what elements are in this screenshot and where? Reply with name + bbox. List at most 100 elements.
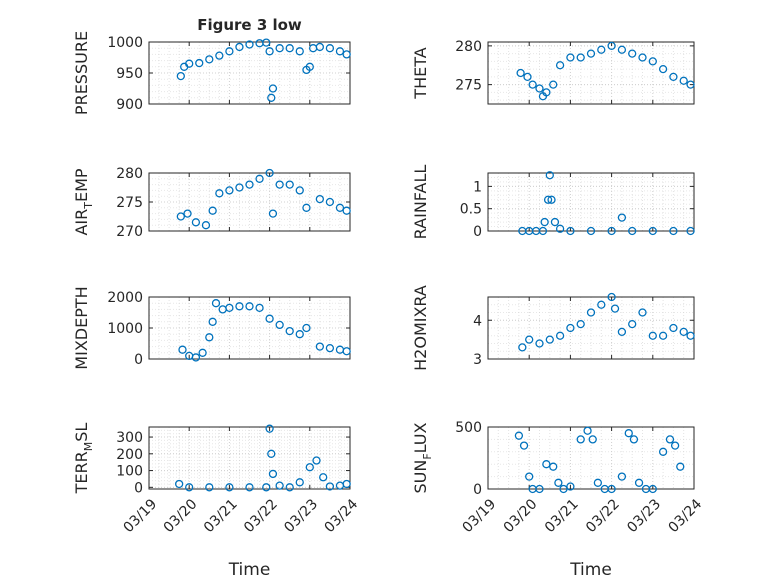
x-tick-label: 03/19 (459, 496, 499, 536)
data-point (183, 209, 192, 218)
data-point (554, 478, 563, 487)
x-tick-label: 03/23 (624, 496, 664, 536)
data-point (648, 331, 657, 340)
x-tick-label: 03/22 (241, 496, 281, 536)
data-point (176, 71, 185, 81)
data-point (540, 217, 549, 227)
data-point (285, 483, 294, 492)
data-point (315, 342, 325, 351)
data-point (265, 47, 274, 56)
data-point (295, 330, 304, 339)
data-point (267, 449, 276, 458)
x-tick-label: 03/24 (665, 496, 705, 536)
data-point (576, 53, 585, 62)
y-axis-label: RAINFALL (411, 165, 430, 240)
data-point (576, 319, 585, 329)
data-point (268, 84, 278, 93)
data-point (665, 435, 675, 444)
data-point (523, 72, 532, 82)
data-point (235, 302, 244, 311)
data-point (305, 62, 314, 71)
y-tick-label: 200 (116, 447, 143, 463)
data-point (201, 221, 211, 230)
x-tick-label: 03/20 (161, 496, 201, 536)
x-tick-label: 03/19 (120, 496, 160, 536)
data-point (586, 308, 596, 317)
subplot-mixdepth: 0 1000 2000 MIXDEPTH (72, 286, 351, 370)
data-point (245, 180, 254, 189)
data-point (686, 226, 695, 236)
data-point (648, 57, 657, 66)
data-point (305, 463, 314, 472)
data-point (607, 226, 616, 236)
y-axis-label: SUNFLUX (411, 422, 434, 493)
x-tick-label: 03/23 (281, 496, 321, 536)
data-point (312, 456, 321, 465)
axes-box (487, 296, 695, 360)
data-point (285, 44, 294, 53)
y-axis-label: THETA (411, 47, 430, 99)
data-point (342, 479, 351, 489)
data-point (265, 314, 274, 323)
data-point (191, 218, 201, 227)
axes-box (487, 172, 695, 232)
data-point (528, 80, 537, 89)
y-tick-label: 0 (134, 480, 143, 496)
data-point (335, 203, 345, 212)
data-point (308, 44, 318, 53)
data-point (335, 47, 345, 56)
data-point (325, 343, 335, 353)
data-point (686, 80, 695, 89)
y-tick-label: 0 (473, 224, 482, 240)
data-point (319, 473, 328, 482)
data-point (658, 331, 668, 340)
data-point (555, 224, 565, 233)
data-point (535, 84, 544, 93)
data-point (325, 44, 335, 53)
x-tick-label: 03/20 (501, 496, 541, 536)
data-point (607, 41, 616, 51)
data-point (342, 206, 351, 215)
data-point (205, 55, 214, 64)
data-point (295, 186, 304, 195)
data-point (211, 299, 221, 308)
y-tick-label: 2000 (107, 290, 143, 306)
data-point (225, 483, 234, 492)
data-point (542, 88, 551, 97)
data-point (555, 61, 565, 70)
y-axis-label: H2OMIXRA (411, 285, 430, 371)
y-axis-label: AIRTEMP (72, 168, 95, 235)
y-tick-label: 950 (116, 66, 143, 82)
data-point (634, 478, 644, 487)
data-point (176, 212, 185, 221)
axes-box (487, 41, 695, 105)
x-axis-label: Time (569, 560, 612, 580)
data-point (518, 343, 527, 352)
data-point (295, 47, 304, 56)
data-point (335, 345, 345, 354)
data-point (268, 209, 278, 218)
data-point (208, 206, 217, 215)
data-point (315, 42, 325, 52)
data-point (265, 424, 274, 433)
data-point (302, 323, 311, 333)
data-point (628, 226, 637, 236)
x-tick-label: 03/24 (321, 496, 361, 536)
data-point (325, 197, 335, 207)
y-axis-label: TERRMSL (72, 423, 95, 495)
data-point (218, 305, 227, 314)
data-point (285, 180, 294, 189)
y-tick-label: 500 (455, 420, 482, 436)
data-point (215, 51, 224, 60)
data-point (178, 345, 187, 354)
y-tick-label: 1000 (107, 35, 143, 51)
data-point (648, 226, 657, 236)
data-point (198, 348, 207, 357)
y-tick-label: 0 (134, 352, 143, 368)
data-point (638, 308, 647, 317)
data-point (275, 44, 284, 53)
data-point (676, 462, 685, 471)
data-point (586, 226, 596, 236)
data-point (566, 53, 575, 62)
data-point (262, 483, 271, 492)
